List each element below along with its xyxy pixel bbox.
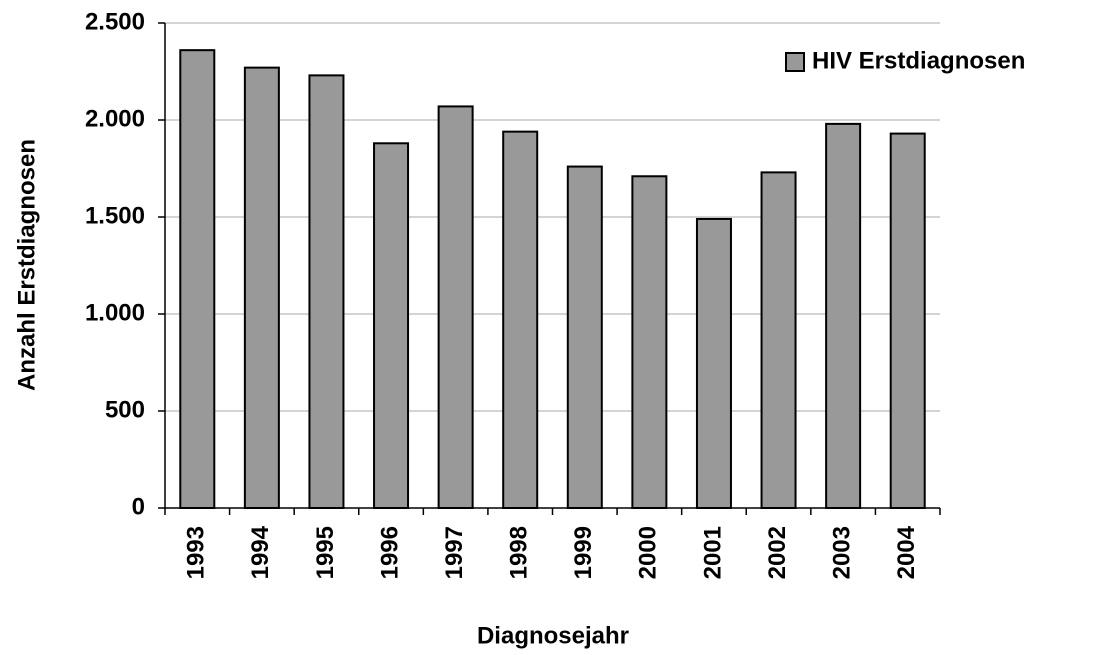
x-tick-label: 2001	[699, 526, 726, 579]
y-tick-label: 2.000	[85, 105, 145, 132]
y-tick-label: 500	[105, 396, 145, 423]
x-tick-label: 1996	[376, 526, 403, 579]
x-axis-title: Diagnosejahr	[477, 622, 629, 649]
bar	[631, 175, 668, 509]
x-tick-label: 2002	[764, 526, 791, 579]
bar	[566, 165, 603, 509]
y-axis-title: Anzahl Erstdiagnosen	[13, 139, 40, 391]
bar	[695, 217, 732, 509]
x-tick-label: 1998	[506, 526, 533, 579]
x-tick-label: 1999	[570, 526, 597, 579]
legend-label: HIV Erstdiagnosen	[812, 47, 1025, 74]
x-tick-label: 1994	[247, 525, 274, 579]
legend-swatch	[785, 52, 805, 72]
x-tick-label: 1997	[441, 526, 468, 579]
bar	[437, 105, 474, 509]
x-tick-label: 2003	[828, 526, 855, 579]
y-tick-label: 0	[132, 493, 145, 520]
bar	[179, 49, 216, 509]
x-tick-label: 2004	[893, 525, 920, 579]
x-tick-label: 1995	[312, 526, 339, 579]
bar	[825, 122, 862, 509]
bar	[243, 66, 280, 510]
x-tick-label: 2000	[635, 526, 662, 579]
bar	[760, 171, 797, 509]
bar	[502, 130, 539, 509]
y-tick-label: 1.500	[85, 202, 145, 229]
bar	[308, 74, 345, 509]
bar	[373, 142, 410, 509]
x-tick-label: 1993	[183, 526, 210, 579]
bar	[889, 132, 926, 510]
y-tick-label: 2.500	[85, 8, 145, 35]
y-tick-label: 1.000	[85, 299, 145, 326]
